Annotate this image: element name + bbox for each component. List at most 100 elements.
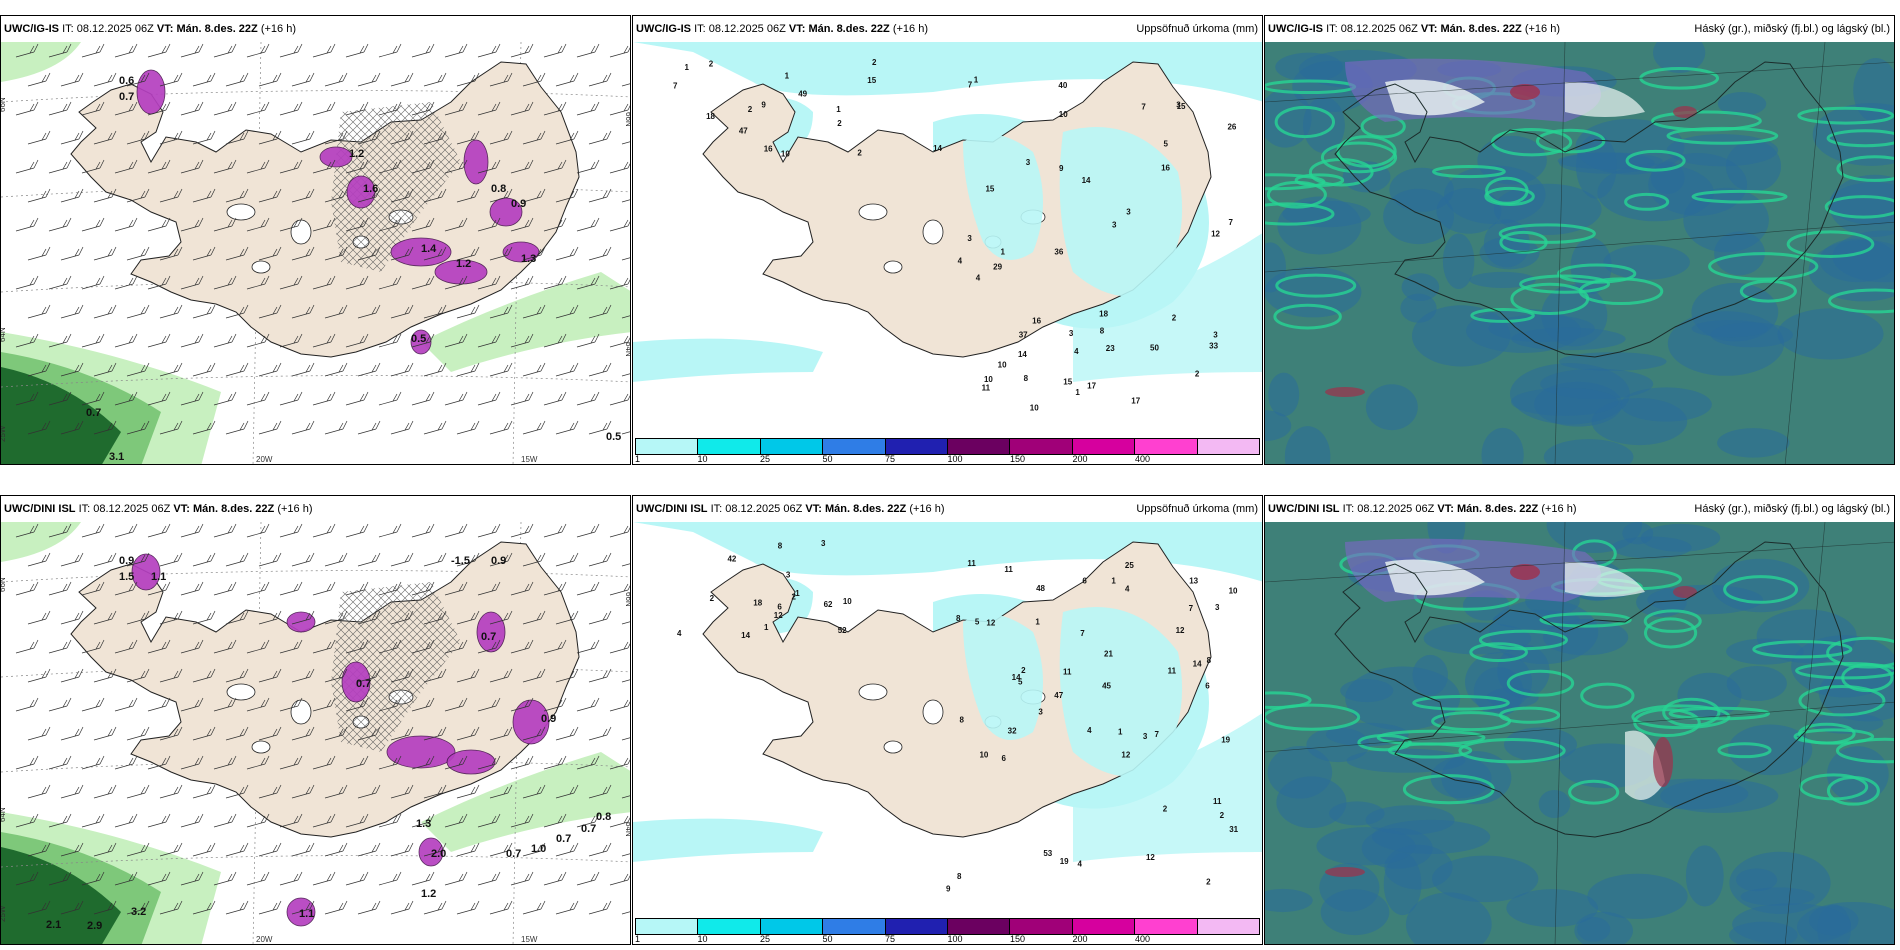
wind-barb	[180, 581, 204, 596]
wind-barb	[543, 43, 567, 58]
wind-barb	[444, 697, 468, 712]
model-name: UWC/IG-IS	[1268, 23, 1323, 35]
precip-value: 49	[798, 89, 807, 98]
low-cloud-patch	[1268, 372, 1300, 417]
wind-barb	[390, 900, 414, 915]
thick-cloud-area	[1565, 562, 1645, 597]
cloud-map-svg	[1265, 42, 1894, 464]
colorbar-swatch	[698, 919, 761, 934]
wind-barb	[126, 842, 150, 857]
low-cloud-patch	[1729, 921, 1798, 944]
wind-barb	[180, 755, 204, 770]
wind-barb	[81, 581, 105, 596]
wind-barb	[609, 815, 630, 828]
precip-value: 10	[1229, 587, 1238, 596]
wind-barb	[411, 523, 435, 538]
ice-accretion-area	[410, 329, 432, 355]
wind-barb	[312, 275, 336, 290]
value-label: 0.9	[119, 555, 134, 567]
glacier-lake	[251, 260, 271, 274]
precip-value: 3	[821, 539, 826, 548]
wind-barb	[411, 43, 435, 58]
high-cloud-contour	[1625, 149, 1686, 172]
wind-barb	[192, 188, 216, 203]
wind-barb	[423, 304, 447, 319]
icing-hatch-area	[331, 102, 461, 272]
wind-barb	[93, 900, 117, 915]
vt-value: Mán. 8.des. 22Z	[192, 503, 275, 515]
wind-barb	[522, 246, 546, 261]
precip-value: 2	[1021, 666, 1026, 675]
wind-barb	[279, 523, 303, 538]
wind-barb	[357, 362, 381, 377]
wind-barb	[81, 275, 105, 290]
wind-barb	[114, 391, 138, 406]
wind-barb	[159, 610, 183, 625]
high-cloud-contour	[1691, 189, 1788, 204]
high-cloud-contour	[1826, 636, 1894, 669]
wind-barb	[27, 420, 51, 435]
wind-barb	[258, 130, 282, 145]
high-cloud-contour	[1265, 202, 1335, 226]
wind-barb	[312, 101, 336, 116]
wind-barb	[510, 275, 534, 290]
wind-barb	[324, 842, 348, 857]
colorbar-tick-label: 25	[760, 454, 771, 464]
longitude-label: 20W	[256, 455, 273, 464]
longitude-line	[252, 42, 262, 464]
high-cloud-contour	[1708, 252, 1819, 281]
colorbar-swatch	[1072, 919, 1136, 934]
iceland-coastline	[1334, 541, 1844, 838]
latitude-line	[1, 570, 630, 583]
wind-barb	[324, 304, 348, 319]
wind-barb	[27, 668, 51, 683]
wind-barb	[423, 900, 447, 915]
wind-barb	[48, 159, 72, 174]
colorbar-swatch	[636, 439, 699, 454]
grid-line	[1265, 61, 1894, 103]
wind-barb	[456, 362, 480, 377]
wind-barb	[213, 275, 237, 290]
wind-barb	[27, 246, 51, 261]
high-cloud-contour	[1624, 192, 1670, 211]
wind-barb	[477, 755, 501, 770]
wind-barb	[258, 726, 282, 741]
wind-barb	[345, 391, 369, 406]
colorbar-labels: 1 10 25 50 75 100 150 200 400	[635, 933, 1260, 944]
wind-barb	[345, 871, 369, 886]
wind-barb	[510, 333, 534, 348]
vt-value: Mán. 8.des. 22Z	[808, 23, 890, 35]
value-label: 1.5	[119, 571, 134, 583]
grid-line	[1554, 522, 1566, 944]
forecast-offset: (+16 h)	[892, 23, 928, 35]
wind-barb	[555, 246, 579, 261]
wind-barb	[357, 420, 381, 435]
wind-barb	[522, 726, 546, 741]
wind-barb	[390, 188, 414, 203]
wind-barb	[489, 420, 513, 435]
value-label: 0.7	[356, 678, 371, 690]
high-cloud-contour	[1470, 308, 1535, 323]
wind-barb	[213, 391, 237, 406]
precip-value: 48	[1036, 584, 1045, 593]
wind-barb	[15, 333, 39, 348]
ice-accretion-area	[386, 735, 456, 769]
ice-accretion-area	[418, 837, 444, 867]
deep-cloud-spot	[1653, 737, 1673, 787]
wind-barb	[477, 639, 501, 654]
low-cloud-patch	[1430, 757, 1492, 799]
low-cloud-patch	[1405, 892, 1492, 944]
value-label: 1.6	[363, 183, 378, 195]
wind-barb	[588, 842, 612, 857]
precip-value: 11	[967, 559, 976, 568]
wind-barb	[93, 668, 117, 683]
wind-barb	[357, 304, 381, 319]
wind-barb	[279, 581, 303, 596]
wind-barb	[93, 552, 117, 567]
wind-barb	[27, 188, 51, 203]
wind-barb	[225, 784, 249, 799]
wind-barb	[291, 304, 315, 319]
high-cloud-contour	[1580, 682, 1635, 709]
wind-barb	[456, 304, 480, 319]
wind-barb	[378, 813, 402, 828]
